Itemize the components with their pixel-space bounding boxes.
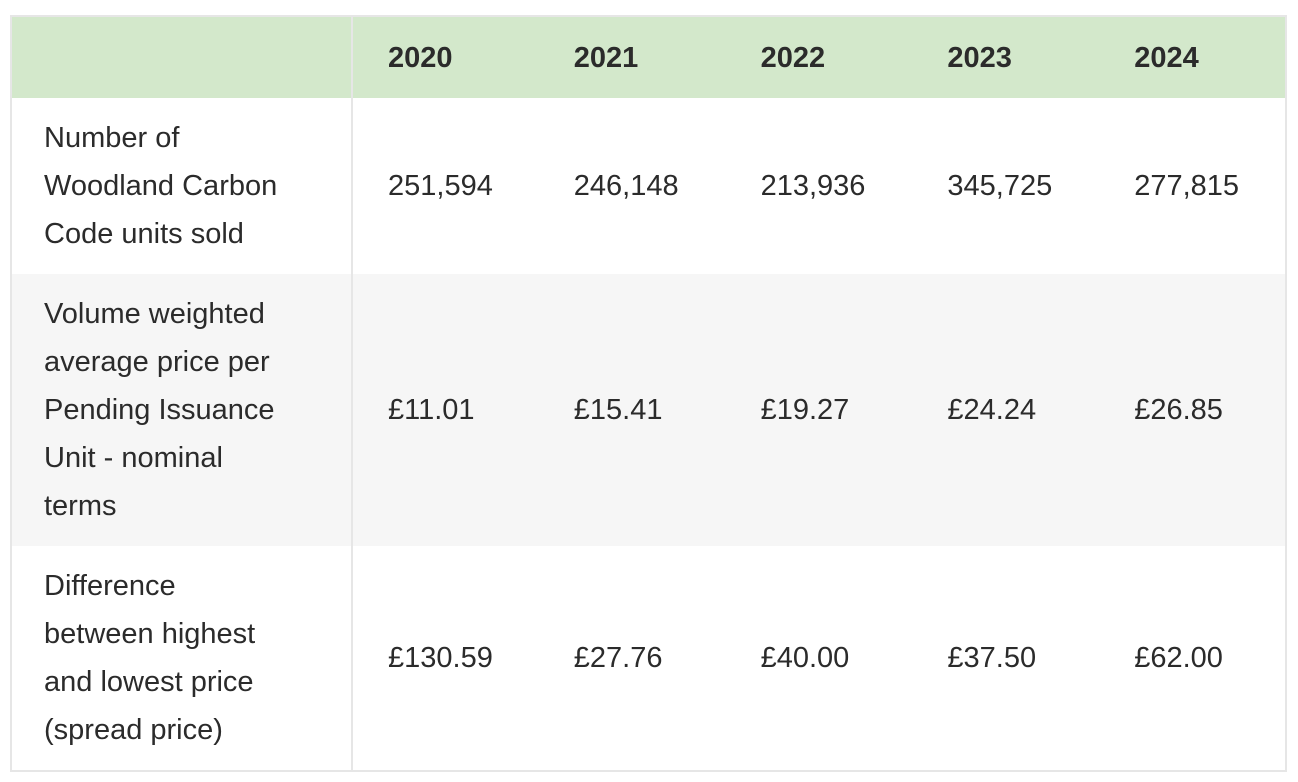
row-label-line: (spread price): [44, 714, 223, 746]
table-row: Volume weighted average price per Pending …: [11, 274, 1286, 546]
row-label-line: between highest: [44, 618, 256, 650]
table-row: Number of Woodland Carbon Code units sold 2…: [11, 98, 1286, 274]
data-cell: £26.85: [1099, 274, 1286, 546]
row-label: Volume weighted average price per Pending …: [11, 274, 353, 546]
data-cell: £27.76: [538, 546, 726, 771]
row-label-line: Volume weighted: [44, 298, 265, 330]
data-cell: £130.59: [352, 546, 539, 771]
row-label-line: and lowest price: [44, 666, 254, 698]
data-cell: 251,594: [352, 98, 539, 274]
header-cell: 2020: [352, 16, 539, 98]
row-label-line: Difference: [44, 570, 176, 602]
row-label-line: Pending Issuance: [44, 394, 275, 426]
row-label-line: terms: [44, 490, 117, 522]
data-cell: 246,148: [538, 98, 726, 274]
row-label: Difference between highest and lowest pric…: [11, 546, 353, 771]
data-cell: 345,725: [912, 98, 1100, 274]
data-cell: £11.01: [352, 274, 539, 546]
row-label-line: Number of: [44, 122, 180, 154]
corner-cell: [11, 16, 353, 98]
data-cell: £40.00: [725, 546, 913, 771]
header-cell: 2023: [912, 16, 1100, 98]
data-cell: £24.24: [912, 274, 1100, 546]
data-table: 2020 2021 2022 2023 2024 Number of Woodland C…: [10, 15, 1287, 772]
data-cell: 213,936: [725, 98, 913, 274]
row-label-line: Unit - nominal: [44, 442, 223, 474]
data-cell: £19.27: [725, 274, 913, 546]
header-cell: 2021: [538, 16, 726, 98]
table-row: Difference between highest and lowest pric…: [11, 546, 1286, 771]
row-label-line: Code units sold: [44, 218, 244, 250]
data-cell: £37.50: [912, 546, 1100, 771]
data-cell: £62.00: [1099, 546, 1286, 771]
data-cell: £15.41: [538, 274, 726, 546]
table-body: Number of Woodland Carbon Code units sold 2…: [11, 98, 1286, 771]
header-cell: 2022: [725, 16, 913, 98]
header-row: 2020 2021 2022 2023 2024: [11, 16, 1286, 98]
row-label-line: Woodland Carbon: [44, 170, 278, 202]
header-cell: 2024: [1099, 16, 1286, 98]
row-label-line: average price per: [44, 346, 270, 378]
row-label: Number of Woodland Carbon Code units sold: [11, 98, 353, 274]
data-cell: 277,815: [1099, 98, 1286, 274]
